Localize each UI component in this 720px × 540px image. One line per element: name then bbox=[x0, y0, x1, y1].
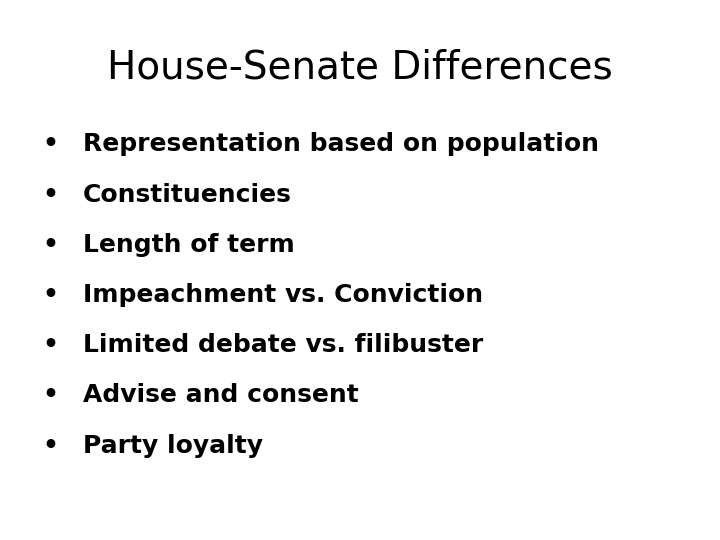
Text: Length of term: Length of term bbox=[83, 233, 294, 256]
Text: •: • bbox=[42, 383, 58, 407]
Text: Impeachment vs. Conviction: Impeachment vs. Conviction bbox=[83, 283, 483, 307]
Text: Party loyalty: Party loyalty bbox=[83, 434, 263, 457]
Text: Advise and consent: Advise and consent bbox=[83, 383, 359, 407]
Text: •: • bbox=[42, 132, 58, 156]
Text: •: • bbox=[42, 233, 58, 256]
Text: House-Senate Differences: House-Senate Differences bbox=[107, 49, 613, 86]
Text: Constituencies: Constituencies bbox=[83, 183, 292, 206]
Text: Limited debate vs. filibuster: Limited debate vs. filibuster bbox=[83, 333, 483, 357]
Text: •: • bbox=[42, 183, 58, 206]
Text: •: • bbox=[42, 283, 58, 307]
Text: •: • bbox=[42, 333, 58, 357]
Text: •: • bbox=[42, 434, 58, 457]
Text: Representation based on population: Representation based on population bbox=[83, 132, 599, 156]
